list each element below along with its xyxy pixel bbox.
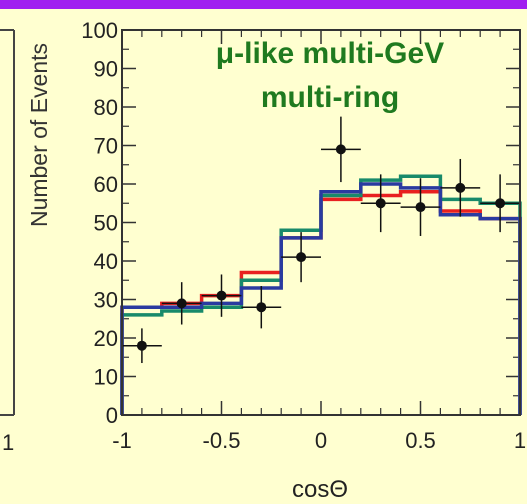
data-marker	[296, 252, 307, 263]
histogram-series-3	[120, 182, 522, 415]
chart-subtitle: multi-ring	[261, 81, 399, 114]
y-tick-label: 100	[81, 18, 118, 43]
data-marker	[335, 144, 346, 155]
data-point	[321, 116, 361, 183]
data-point	[281, 232, 321, 283]
data-marker	[455, 182, 466, 193]
y-tick-label: 20	[94, 326, 118, 351]
x-axis-label: cosΘ	[292, 476, 348, 503]
y-tick-label: 10	[94, 365, 118, 390]
data-marker	[176, 298, 187, 309]
data-marker	[216, 290, 227, 301]
plot-frame	[121, 29, 521, 416]
x-tick-label: -1	[112, 428, 132, 453]
data-marker	[495, 198, 506, 209]
y-tick-label: 40	[94, 249, 118, 274]
data-point	[161, 282, 202, 325]
data-marker	[375, 198, 386, 209]
data-point	[400, 178, 441, 236]
y-tick-label: 60	[94, 172, 118, 197]
top-accent-bar	[0, 0, 527, 9]
x-tick-label: 1	[514, 428, 526, 453]
x-tick-label: 0	[315, 428, 327, 453]
data-marker	[256, 302, 267, 313]
y-tick-label: 50	[94, 211, 118, 236]
y-tick-label: 30	[94, 288, 118, 313]
y-tick-label: 80	[94, 95, 118, 120]
y-tick-label: 90	[94, 57, 118, 82]
left-panel-fragment: 1	[0, 29, 15, 455]
data-point	[241, 286, 282, 329]
y-tick-label: 70	[94, 134, 118, 159]
data-point	[201, 274, 242, 317]
data-point	[480, 174, 520, 233]
data-point	[440, 158, 481, 217]
data-point	[122, 328, 162, 364]
data-marker	[136, 340, 147, 351]
x-tick-label: 0.5	[405, 428, 436, 453]
data-marker	[415, 202, 426, 213]
y-axis-label: Number of Events	[26, 43, 52, 227]
data-point	[360, 174, 401, 233]
left-panel-tick-label: 1	[2, 430, 14, 455]
x-tick-label: -0.5	[203, 428, 241, 453]
y-tick-label: 0	[106, 403, 118, 428]
chart-title: μ-like multi-GeV	[216, 37, 444, 70]
